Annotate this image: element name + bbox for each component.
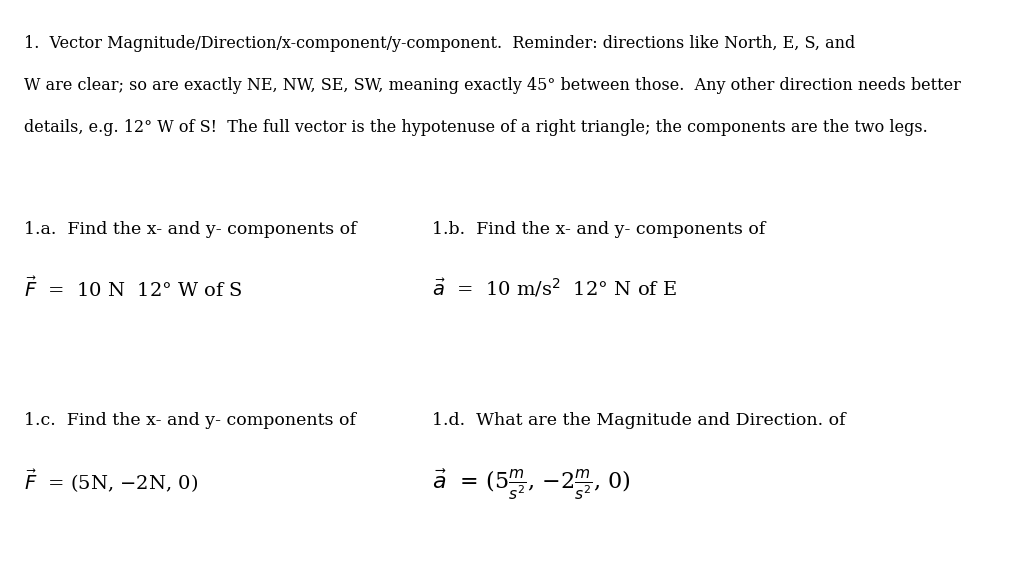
Text: 1.d.  What are the Magnitude and Direction. of: 1.d. What are the Magnitude and Directio… (432, 412, 846, 429)
Text: 1.  Vector Magnitude/Direction/x-component/y-component.  Reminder: directions li: 1. Vector Magnitude/Direction/x-componen… (24, 35, 855, 52)
Text: details, e.g. 12° W of S!  The full vector is the hypotenuse of a right triangle: details, e.g. 12° W of S! The full vecto… (24, 119, 928, 137)
Text: $\vec{F}$  =  10 N  12° W of S: $\vec{F}$ = 10 N 12° W of S (24, 276, 243, 301)
Text: 1.b.  Find the x- and y- components of: 1.b. Find the x- and y- components of (432, 221, 766, 237)
Text: 1.a.  Find the x- and y- components of: 1.a. Find the x- and y- components of (24, 221, 356, 237)
Text: $\vec{a}$  = (5$\frac{m}{s^2}$, $-$2$\frac{m}{s^2}$, 0): $\vec{a}$ = (5$\frac{m}{s^2}$, $-$2$\fra… (432, 468, 631, 502)
Text: $\vec{F}$  = (5N, $-$2N, 0): $\vec{F}$ = (5N, $-$2N, 0) (24, 468, 199, 495)
Text: 1.c.  Find the x- and y- components of: 1.c. Find the x- and y- components of (24, 412, 356, 429)
Text: $\vec{a}$  =  10 m/s$^2$  12° N of E: $\vec{a}$ = 10 m/s$^2$ 12° N of E (432, 276, 677, 300)
Text: W are clear; so are exactly NE, NW, SE, SW, meaning exactly 45° between those.  : W are clear; so are exactly NE, NW, SE, … (24, 77, 961, 94)
